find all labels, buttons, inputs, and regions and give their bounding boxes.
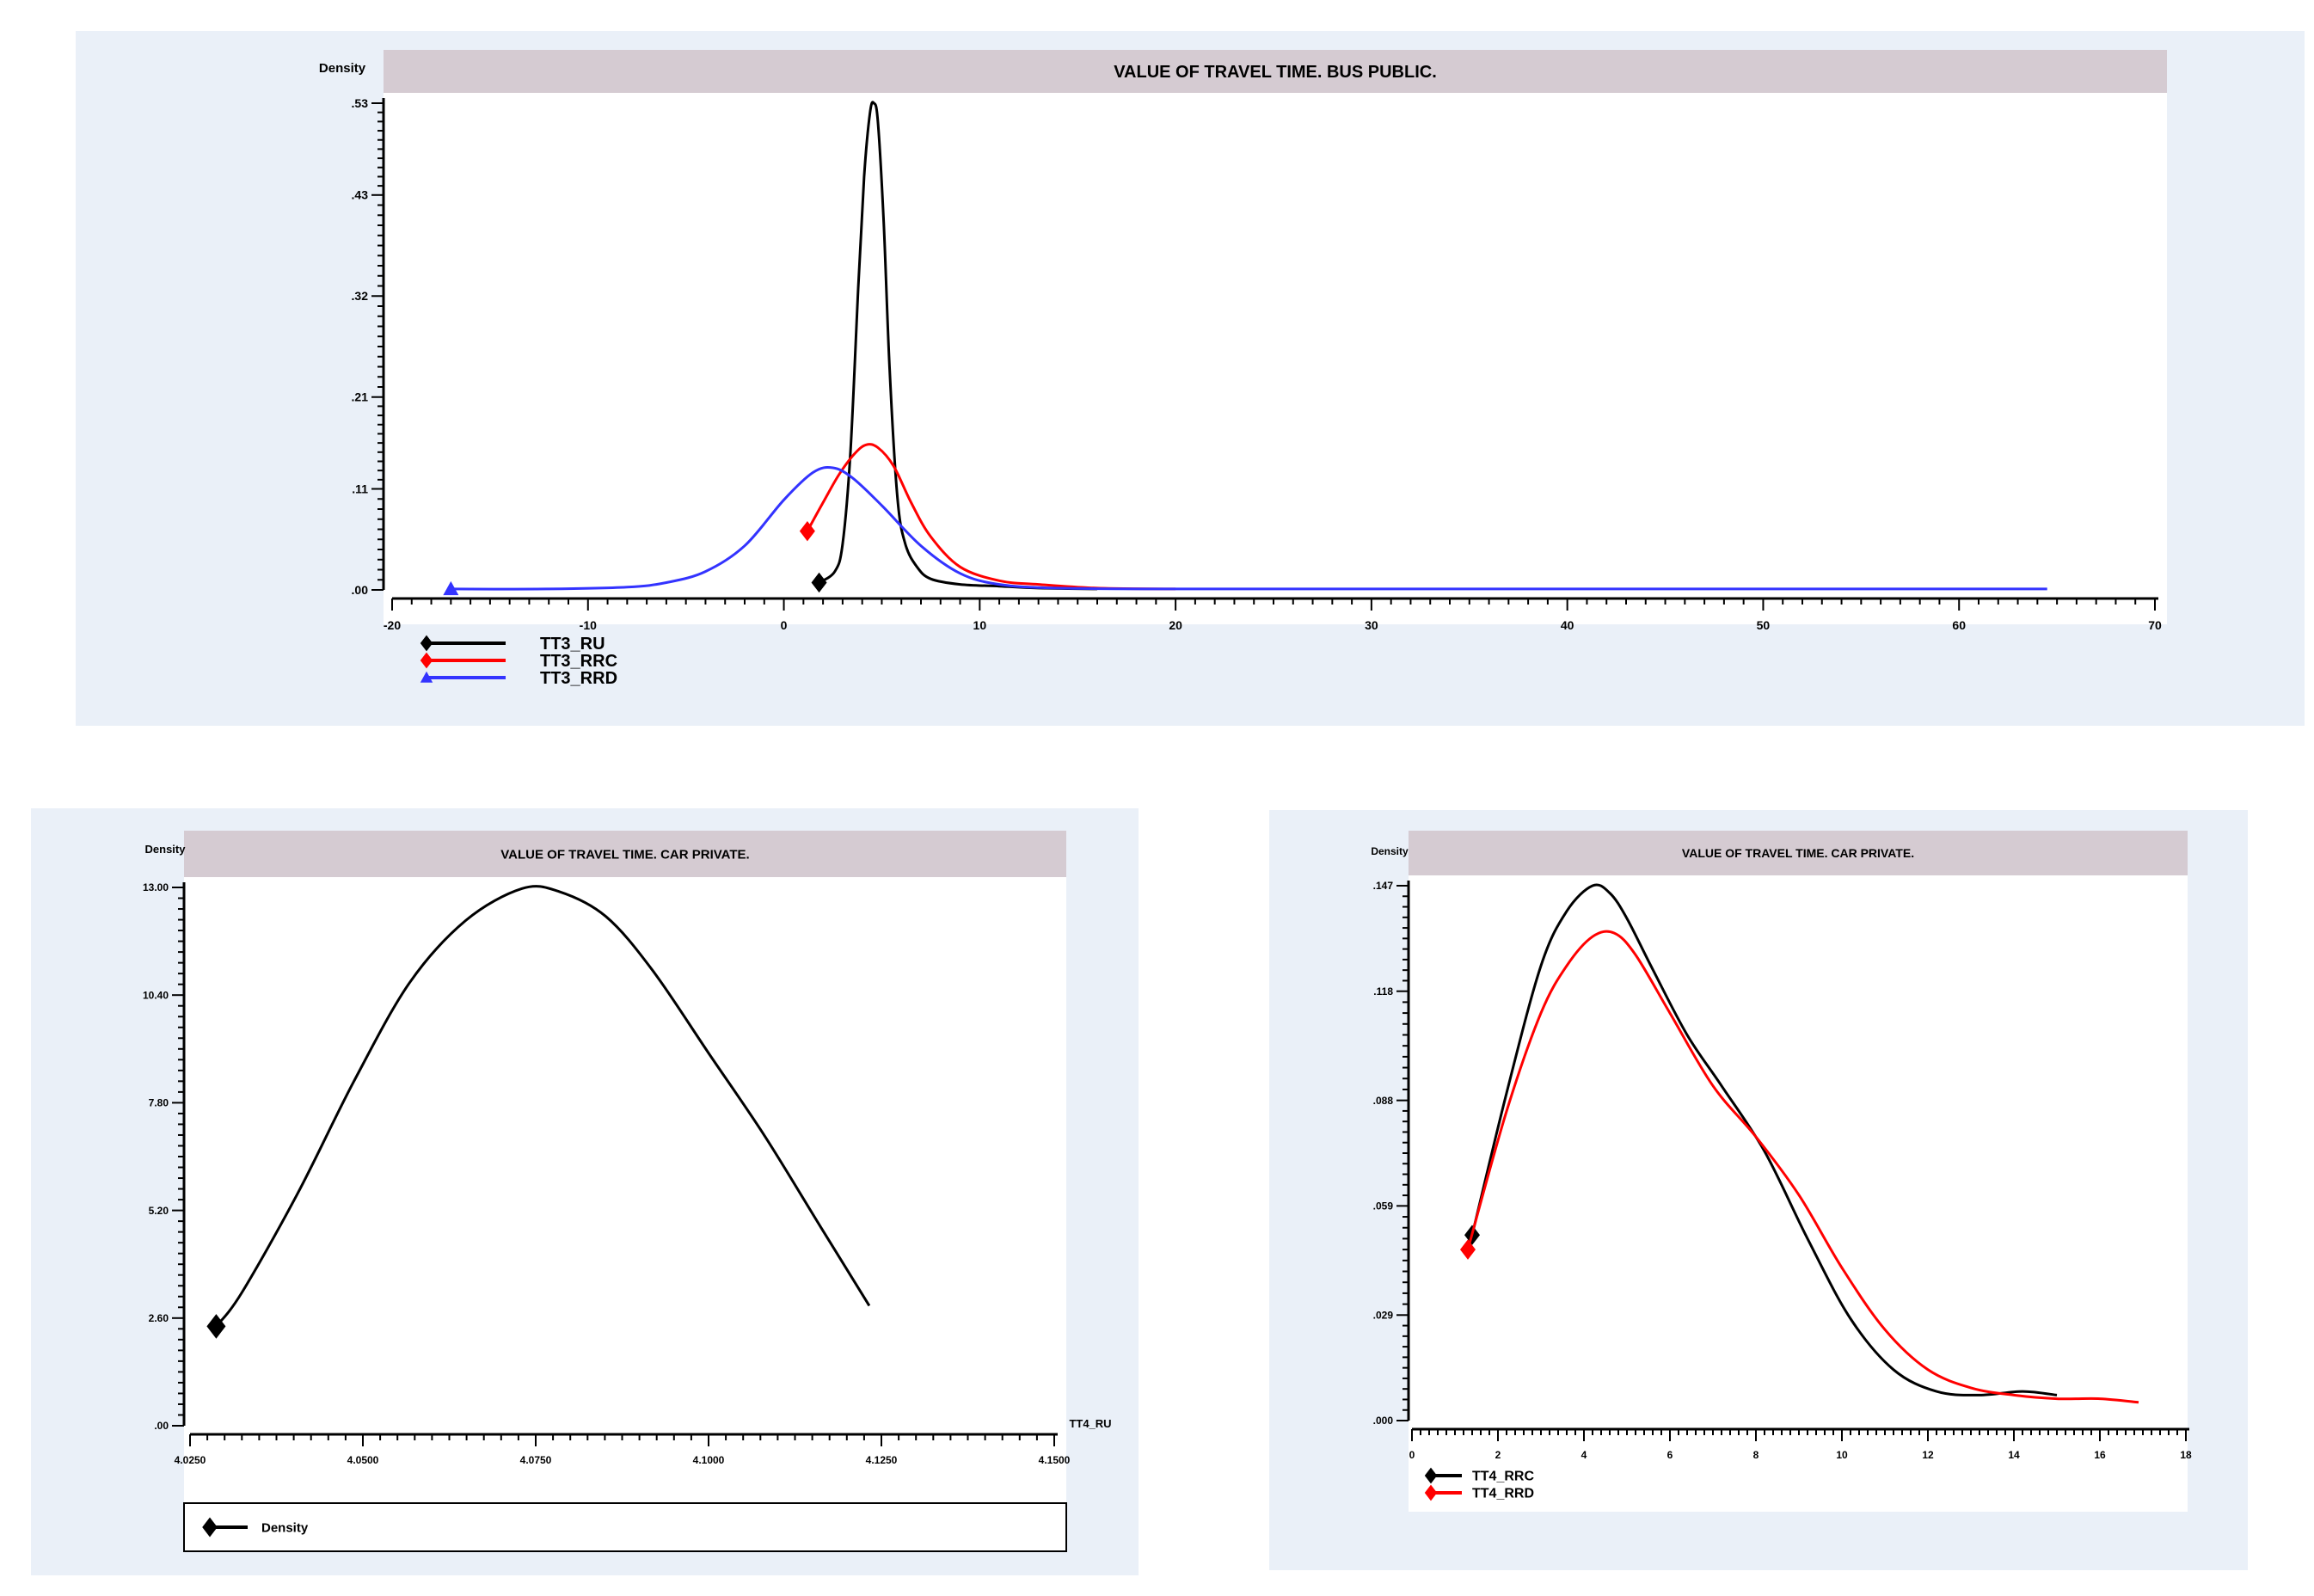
y-tick-label: .11 <box>352 482 368 495</box>
legend-box <box>183 1502 1067 1552</box>
x-tick-label: 4 <box>1581 1449 1587 1461</box>
chart-title-bar <box>1409 831 2188 875</box>
chart-title: VALUE OF TRAVEL TIME. CAR PRIVATE. <box>500 847 749 862</box>
x-axis-label: TT4_RU <box>1069 1417 1111 1430</box>
x-tick-label: 10 <box>973 618 987 632</box>
y-axis-label: Density <box>319 61 366 76</box>
chart-title-bar <box>384 50 2167 93</box>
chart-title: VALUE OF TRAVEL TIME. CAR PRIVATE. <box>1682 846 1914 860</box>
x-tick-label: 4.0750 <box>520 1454 552 1466</box>
y-tick-label: 2.60 <box>149 1312 169 1324</box>
y-tick-label: .029 <box>1373 1309 1394 1321</box>
x-tick-label: 40 <box>1561 618 1574 632</box>
plot-area <box>384 93 2167 624</box>
y-tick-label: .000 <box>1373 1415 1394 1427</box>
x-tick-label: 4.1500 <box>1039 1454 1071 1466</box>
x-tick-label: 50 <box>1757 618 1771 632</box>
x-tick-label: 10 <box>1836 1449 1848 1461</box>
bus-series-tt3-ru <box>818 101 1098 591</box>
x-tick-label: 18 <box>2180 1449 2192 1461</box>
x-tick-label: 60 <box>1952 618 1966 632</box>
y-axis-label: Density <box>1371 845 1409 857</box>
y-tick-label: .53 <box>352 96 369 110</box>
y-tick-label: .00 <box>154 1420 169 1432</box>
x-tick-label: 30 <box>1365 618 1378 632</box>
y-tick-label: .32 <box>352 289 369 303</box>
bus-series-tt3-rrd <box>451 465 2047 591</box>
legend-label: TT3_RRC <box>540 652 617 671</box>
x-tick-label: 16 <box>2094 1449 2106 1461</box>
legend-label: TT3_RU <box>540 635 605 654</box>
x-tick-label: -20 <box>384 618 401 632</box>
y-tick-label: .088 <box>1373 1095 1394 1107</box>
x-tick-label: -10 <box>580 618 597 632</box>
x-tick-label: 4.0250 <box>175 1454 206 1466</box>
x-tick-label: 2 <box>1495 1449 1501 1461</box>
bus-series-start-marker <box>443 580 459 596</box>
y-tick-label: .059 <box>1373 1200 1394 1212</box>
x-tick-label: 4.0500 <box>347 1454 379 1466</box>
y-tick-label: 10.40 <box>143 989 169 1001</box>
legend-marker <box>420 635 433 652</box>
x-tick-label: 4.1250 <box>866 1454 898 1466</box>
legend-label: TT3_RRD <box>540 669 617 688</box>
x-tick-label: 14 <box>2008 1449 2020 1461</box>
x-tick-label: 6 <box>1667 1449 1673 1461</box>
y-tick-label: .118 <box>1373 985 1393 998</box>
legend-marker <box>202 1517 218 1538</box>
y-axis-label: Density <box>145 843 187 856</box>
chart-title: VALUE OF TRAVEL TIME. BUS PUBLIC. <box>1114 63 1437 82</box>
legend-label: TT4_RRC <box>1472 1470 1534 1484</box>
x-tick-label: 12 <box>1922 1449 1934 1461</box>
chart-car-private-rrc-rrd: VALUE OF TRAVEL TIME. CAR PRIVATE. Densit… <box>1371 831 2192 1512</box>
chart-title-bar <box>184 831 1066 877</box>
legend-marker <box>420 652 433 669</box>
chart-panel-bus-public: VALUE OF TRAVEL TIME. BUS PUBLIC. Density… <box>76 31 2305 726</box>
plot-area <box>184 877 1066 1508</box>
x-tick-label: 20 <box>1169 618 1182 632</box>
legend-marker <box>1424 1484 1438 1501</box>
y-tick-label: .21 <box>352 390 369 404</box>
y-tick-label: 13.00 <box>143 881 169 893</box>
legend-marker <box>420 671 433 683</box>
x-tick-label: 4.1000 <box>693 1454 725 1466</box>
x-tick-label: 8 <box>1753 1449 1759 1461</box>
x-tick-label: 0 <box>781 618 788 632</box>
chart-car-private-ru: VALUE OF TRAVEL TIME. CAR PRIVATE. Densit… <box>143 831 1112 1552</box>
y-tick-label: 5.20 <box>149 1205 169 1217</box>
bus-series-start-marker <box>811 572 827 593</box>
chart-panel-car-private-ru: VALUE OF TRAVEL TIME. CAR PRIVATE. Densit… <box>31 808 1139 1575</box>
legend-label: Density <box>261 1520 309 1535</box>
y-tick-label: .147 <box>1373 880 1394 892</box>
y-tick-label: 7.80 <box>149 1097 169 1109</box>
legend-label: TT4_RRD <box>1472 1487 1534 1501</box>
car-rrc-series-start-marker <box>1460 1239 1476 1260</box>
y-tick-label: .00 <box>352 583 369 597</box>
car-rrc-series-tt4-rrc <box>1470 883 2058 1396</box>
y-tick-label: .43 <box>352 188 369 202</box>
legend-marker <box>1424 1467 1438 1484</box>
car-ru-series-density <box>215 885 871 1328</box>
chart-bus-public: VALUE OF TRAVEL TIME. BUS PUBLIC. Density… <box>319 50 2167 688</box>
chart-panel-car-private-rrc-rrd: VALUE OF TRAVEL TIME. CAR PRIVATE. Densit… <box>1269 810 2248 1570</box>
x-tick-label: 70 <box>2148 618 2162 632</box>
bus-series-start-marker <box>799 520 815 542</box>
x-tick-label: 0 <box>1409 1449 1415 1461</box>
car-rrc-series-tt4-rrd <box>1466 930 2139 1404</box>
